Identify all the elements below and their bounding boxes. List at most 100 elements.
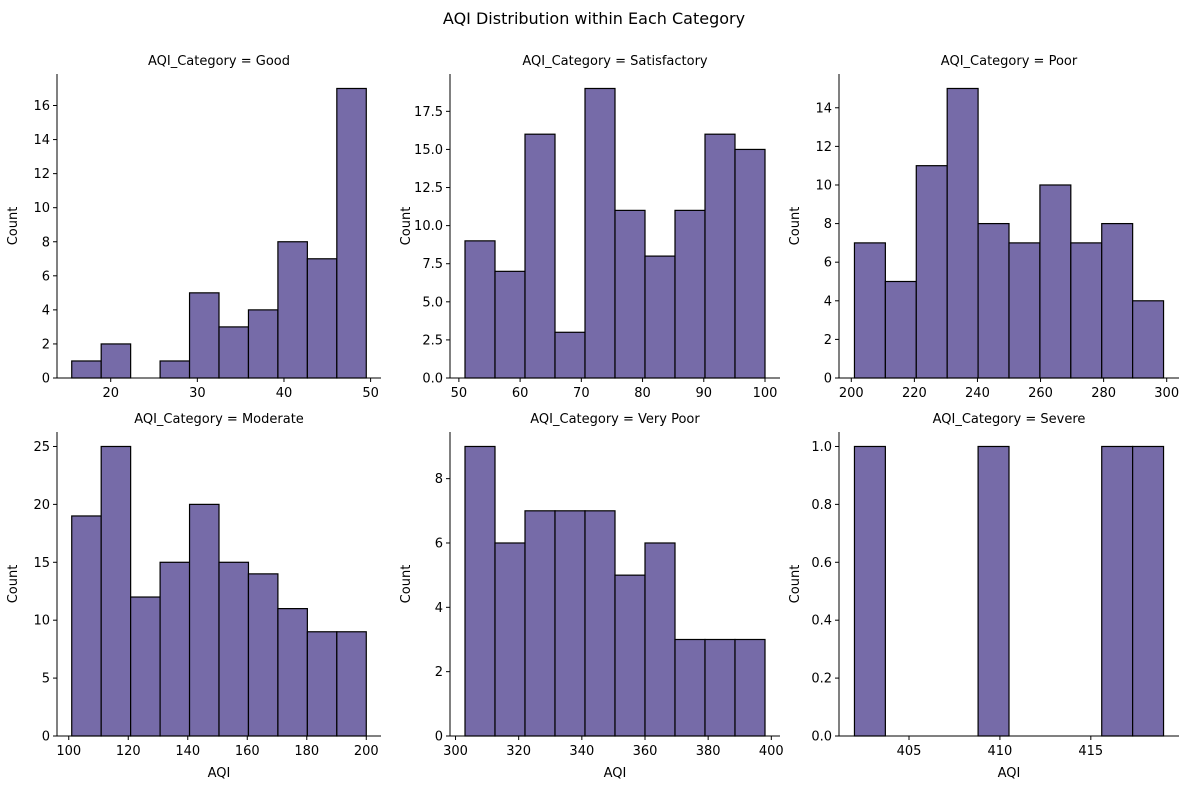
histogram-bar <box>704 638 736 737</box>
panel-title: AQI_Category = Very Poor <box>530 412 700 427</box>
x-tick-label: 40 <box>276 386 293 401</box>
histogram-bar <box>644 542 676 737</box>
histogram-bar <box>704 133 736 379</box>
y-tick-label: 15.0 <box>414 143 443 158</box>
x-tick-label: 405 <box>897 744 922 759</box>
x-tick-label: 200 <box>354 744 379 759</box>
histogram-bar <box>277 608 308 737</box>
histogram-bar <box>1070 242 1103 379</box>
y-axis-label: Count <box>6 565 21 604</box>
x-tick-label: 70 <box>573 386 590 401</box>
panel-title: AQI_Category = Good <box>148 54 290 69</box>
histogram-bar <box>494 542 526 737</box>
y-tick-label: 12 <box>815 140 832 155</box>
y-tick-label: 0 <box>435 730 443 745</box>
x-tick-label: 50 <box>362 386 379 401</box>
y-tick-label: 20 <box>33 498 50 513</box>
y-tick-label: 0.0 <box>811 730 832 745</box>
histogram-bar <box>71 360 102 379</box>
y-axis-label: Count <box>399 565 414 604</box>
histogram-bar <box>494 270 526 379</box>
y-tick-label: 0.8 <box>811 498 832 513</box>
histogram-bar <box>1101 222 1134 379</box>
y-tick-label: 12 <box>33 167 50 182</box>
x-tick-label: 415 <box>1078 744 1103 759</box>
histogram-bar <box>554 510 586 737</box>
histogram-bar <box>71 515 102 737</box>
y-tick-label: 4 <box>824 294 832 309</box>
histogram-bar <box>674 209 706 379</box>
histogram-bar <box>306 258 338 379</box>
y-tick-label: 6 <box>42 269 50 284</box>
x-tick-label: 380 <box>696 744 721 759</box>
histogram-bar <box>524 133 556 379</box>
histogram-bar <box>977 222 1010 379</box>
x-tick-label: 240 <box>965 386 990 401</box>
y-tick-label: 0.0 <box>422 372 443 387</box>
histogram-bar <box>853 242 886 379</box>
x-tick-label: 20 <box>102 386 119 401</box>
x-tick-label: 80 <box>634 386 651 401</box>
y-axis-label: Count <box>399 207 414 246</box>
histogram-bar <box>674 638 706 737</box>
x-tick-label: 360 <box>633 744 658 759</box>
x-axis-label: AQI <box>604 766 627 781</box>
histogram-bar <box>100 343 132 379</box>
y-axis-label: Count <box>788 207 803 246</box>
histogram-bar <box>247 573 279 737</box>
histogram-bar <box>188 292 220 379</box>
y-tick-label: 6 <box>824 256 832 271</box>
facet-panel: AQI_Category = Very Poor 0 2 4 6 8 300 320 340 36… <box>399 412 784 781</box>
x-tick-label: 280 <box>1091 386 1116 401</box>
histogram-bar <box>524 510 556 737</box>
facet-panel: AQI_Category = Moderate 0 5 10 15 20 25 100 120 1… <box>6 412 381 781</box>
histogram-bar <box>130 596 161 737</box>
histogram-bar <box>946 87 979 379</box>
y-tick-label: 4 <box>435 601 443 616</box>
x-tick-label: 410 <box>987 744 1012 759</box>
y-tick-label: 0.4 <box>811 614 832 629</box>
y-tick-label: 10.0 <box>414 219 443 234</box>
histogram-bar <box>614 574 646 737</box>
y-tick-label: 0 <box>824 372 832 387</box>
x-axis-label: AQI <box>208 766 231 781</box>
histogram-bar <box>277 241 308 379</box>
y-tick-label: 8 <box>435 472 443 487</box>
x-tick-label: 160 <box>235 744 260 759</box>
y-tick-label: 14 <box>33 133 50 148</box>
facet-panel: AQI_Category = Satisfactory 0.0 2.5 5.0 7.5 1… <box>399 54 780 401</box>
histogram-bar <box>1132 300 1165 379</box>
histogram-bar <box>977 445 1010 737</box>
histogram-bar <box>218 561 250 737</box>
y-tick-label: 8 <box>42 235 50 250</box>
histogram-bar <box>915 165 948 379</box>
y-axis-label: Count <box>788 565 803 604</box>
x-tick-label: 400 <box>759 744 784 759</box>
histogram-bar <box>884 280 917 379</box>
histogram-bar <box>853 445 886 737</box>
y-tick-label: 10 <box>33 201 50 216</box>
y-tick-label: 14 <box>815 101 832 116</box>
histogram-bar <box>734 148 766 379</box>
y-axis-label: Count <box>6 207 21 246</box>
x-tick-label: 300 <box>443 744 468 759</box>
facet-panel: AQI_Category = Poor 0 2 4 6 8 10 12 14 200 220 240 2… <box>788 54 1179 401</box>
x-tick-label: 90 <box>696 386 713 401</box>
y-tick-label: 5.0 <box>422 295 443 310</box>
histogram-bar <box>614 209 646 379</box>
x-tick-label: 320 <box>506 744 531 759</box>
y-tick-label: 2.5 <box>422 333 443 348</box>
y-tick-label: 0 <box>42 372 50 387</box>
y-tick-label: 10 <box>33 614 50 629</box>
histogram-bar <box>464 240 496 379</box>
histogram-bar <box>159 561 191 737</box>
y-tick-label: 5 <box>42 672 50 687</box>
panel-title: AQI_Category = Severe <box>933 412 1086 427</box>
histogram-bar <box>554 331 586 379</box>
x-axis-label: AQI <box>998 766 1021 781</box>
y-tick-label: 16 <box>33 99 50 114</box>
histogram-bar <box>336 631 367 737</box>
y-tick-label: 17.5 <box>414 105 443 120</box>
y-tick-label: 10 <box>815 178 832 193</box>
